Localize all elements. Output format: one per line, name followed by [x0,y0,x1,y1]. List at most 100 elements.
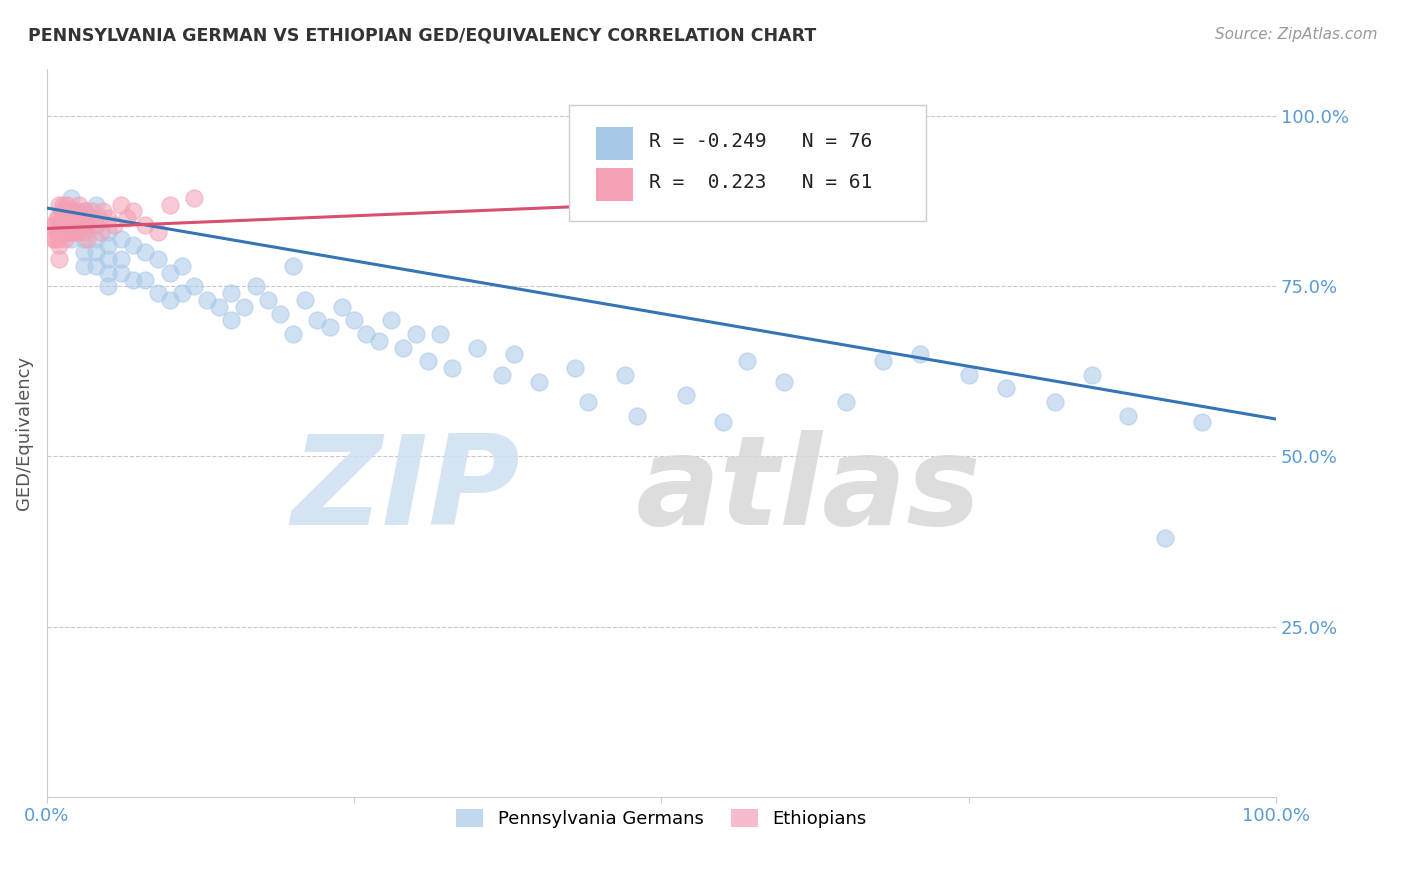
Point [67,197,90,211]
Point [134,245,156,260]
Point [66,225,89,239]
Legend: Pennsylvania Germans, Ethiopians: Pennsylvania Germans, Ethiopians [449,801,873,835]
Point [257,293,280,307]
Point [219,313,242,327]
Point [93,204,115,219]
Point [84,232,107,246]
Point [994,381,1017,395]
Point [564,361,586,376]
Point [65,204,87,219]
Point [73,204,96,219]
Point [245,279,267,293]
Point [835,395,858,409]
Point [294,293,316,307]
Point [97,225,120,239]
Point [63,225,86,239]
Point [208,300,231,314]
Point [134,218,156,232]
Point [76,232,98,246]
Point [73,225,96,239]
Point [110,252,132,266]
Point [90,225,112,239]
Point [183,279,205,293]
Point [330,300,353,314]
Point [42,218,65,232]
Point [343,313,366,327]
Point [134,272,156,286]
Point [405,326,427,341]
Point [84,218,107,232]
Point [73,232,96,246]
Point [73,204,96,219]
Point [60,232,83,246]
Point [416,354,439,368]
Text: R = -0.249   N = 76: R = -0.249 N = 76 [650,132,872,151]
Point [48,211,70,226]
Point [219,286,242,301]
Point [45,225,67,239]
Point [908,347,931,361]
Point [626,409,648,423]
Point [63,218,86,232]
Point [48,225,70,239]
Point [527,375,550,389]
Point [84,197,107,211]
Point [503,347,526,361]
Point [48,197,70,211]
Text: R =  0.223   N = 61: R = 0.223 N = 61 [650,173,872,193]
Text: Source: ZipAtlas.com: Source: ZipAtlas.com [1215,27,1378,42]
Point [56,218,79,232]
Point [711,416,734,430]
Point [380,313,402,327]
Point [110,232,132,246]
FancyBboxPatch shape [569,105,925,221]
Point [159,293,181,307]
Point [110,266,132,280]
Point [172,286,194,301]
Point [53,204,76,219]
Point [429,326,451,341]
Text: ZIP: ZIP [291,431,520,551]
Point [281,326,304,341]
Point [613,368,636,382]
Point [52,225,75,239]
Point [159,266,181,280]
Point [84,259,107,273]
Point [51,218,73,232]
Point [62,204,84,219]
Point [70,211,93,226]
Point [51,204,73,219]
Point [97,211,120,226]
Point [73,259,96,273]
Point [97,279,120,293]
Point [58,211,80,226]
Point [73,218,96,232]
Point [1154,531,1177,545]
Point [42,232,65,246]
Point [84,218,107,232]
Point [122,272,145,286]
Point [97,252,120,266]
Text: PENNSYLVANIA GERMAN VS ETHIOPIAN GED/EQUIVALENCY CORRELATION CHART: PENNSYLVANIA GERMAN VS ETHIOPIAN GED/EQU… [28,27,817,45]
Point [53,232,76,246]
Point [44,218,66,232]
Point [59,218,82,232]
Point [307,313,329,327]
Point [75,218,97,232]
Point [60,225,83,239]
Point [576,395,599,409]
Point [183,191,205,205]
FancyBboxPatch shape [596,127,633,160]
Point [97,238,120,252]
Point [55,211,77,226]
FancyBboxPatch shape [596,169,633,201]
Point [63,211,86,226]
Point [66,211,89,226]
Point [1118,409,1140,423]
Point [87,211,110,226]
Point [441,361,464,376]
Point [46,218,69,232]
Point [367,334,389,348]
Point [55,197,77,211]
Point [281,259,304,273]
